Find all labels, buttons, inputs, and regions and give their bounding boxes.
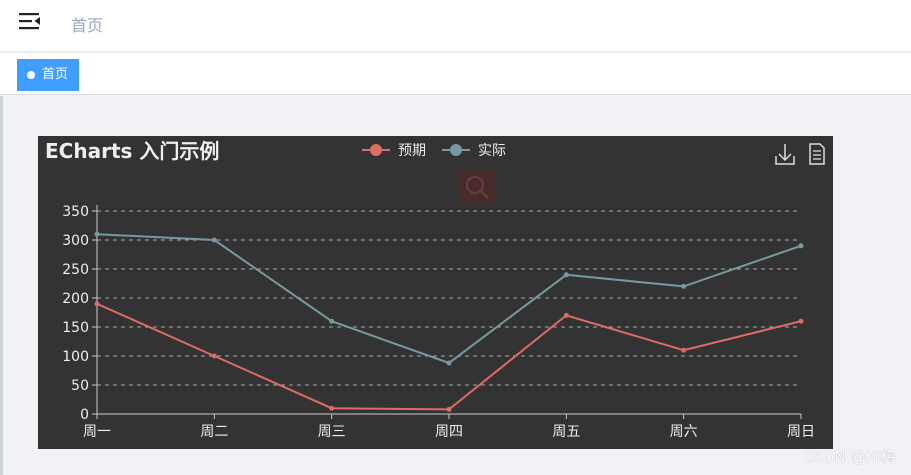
tag-home-label: 首页 [42, 67, 69, 82]
download-icon[interactable] [775, 144, 795, 165]
line-chart: ECharts 入门示例 预期 实际 [45, 139, 825, 440]
x-tick-label: 周一 [83, 424, 111, 440]
y-tick-label: 50 [71, 378, 89, 394]
y-tick-label: 200 [62, 291, 89, 307]
data-point[interactable] [211, 353, 217, 359]
data-view-icon[interactable] [809, 143, 825, 165]
data-point[interactable] [94, 301, 100, 307]
series-line-actual [96, 233, 802, 365]
x-tick-label: 周三 [318, 424, 346, 440]
data-point[interactable] [798, 318, 804, 324]
hamburger-fold-icon[interactable] [18, 11, 42, 31]
x-tick-label: 周日 [787, 424, 815, 440]
legend-item-actual[interactable]: 实际 [442, 143, 506, 159]
legend: 预期 实际 [362, 143, 506, 159]
data-point[interactable] [211, 237, 217, 243]
data-point[interactable] [681, 347, 687, 353]
axes: 0 50 100 150 200 250 300 350 周一 周二 周三 周四 周五 周六 周日 [62, 204, 815, 440]
navbar: 首页 [0, 0, 911, 52]
data-point[interactable] [563, 312, 569, 318]
watermark: CSDN @Hi梅 [803, 448, 896, 466]
y-tick-label: 300 [62, 233, 89, 249]
zoom-search-icon[interactable] [459, 170, 495, 204]
legend-label-expected: 预期 [398, 143, 426, 159]
sidebar-edge [0, 96, 3, 475]
breadcrumb-home[interactable]: 首页 [71, 16, 104, 35]
chart-container: ECharts 入门示例 预期 实际 [38, 136, 833, 449]
y-tick-label: 100 [62, 349, 89, 365]
data-point[interactable] [329, 318, 335, 324]
x-tick-label: 周五 [552, 424, 580, 440]
x-tick-label: 周四 [435, 424, 463, 440]
data-point[interactable] [798, 243, 804, 249]
data-point[interactable] [446, 360, 452, 366]
series-line-expected [96, 302, 802, 411]
tags-view-bar: 首页 [0, 53, 911, 95]
data-point[interactable] [329, 405, 335, 411]
y-tick-label: 350 [62, 204, 89, 220]
data-point[interactable] [563, 272, 569, 278]
series [94, 231, 804, 412]
x-tick-label: 周二 [200, 424, 228, 440]
data-point[interactable] [681, 283, 687, 289]
data-point[interactable] [94, 231, 100, 237]
chart-title: ECharts 入门示例 [45, 139, 219, 163]
y-tick-label: 250 [62, 262, 89, 278]
legend-label-actual: 实际 [478, 143, 506, 159]
tag-home[interactable]: 首页 [17, 59, 80, 91]
y-tick-label: 0 [80, 407, 89, 423]
x-tick-label: 周六 [670, 424, 698, 440]
grid-lines [97, 210, 801, 386]
tag-active-dot [27, 71, 35, 79]
data-point[interactable] [446, 406, 452, 412]
legend-item-expected[interactable]: 预期 [362, 143, 426, 159]
y-tick-label: 150 [62, 320, 89, 336]
